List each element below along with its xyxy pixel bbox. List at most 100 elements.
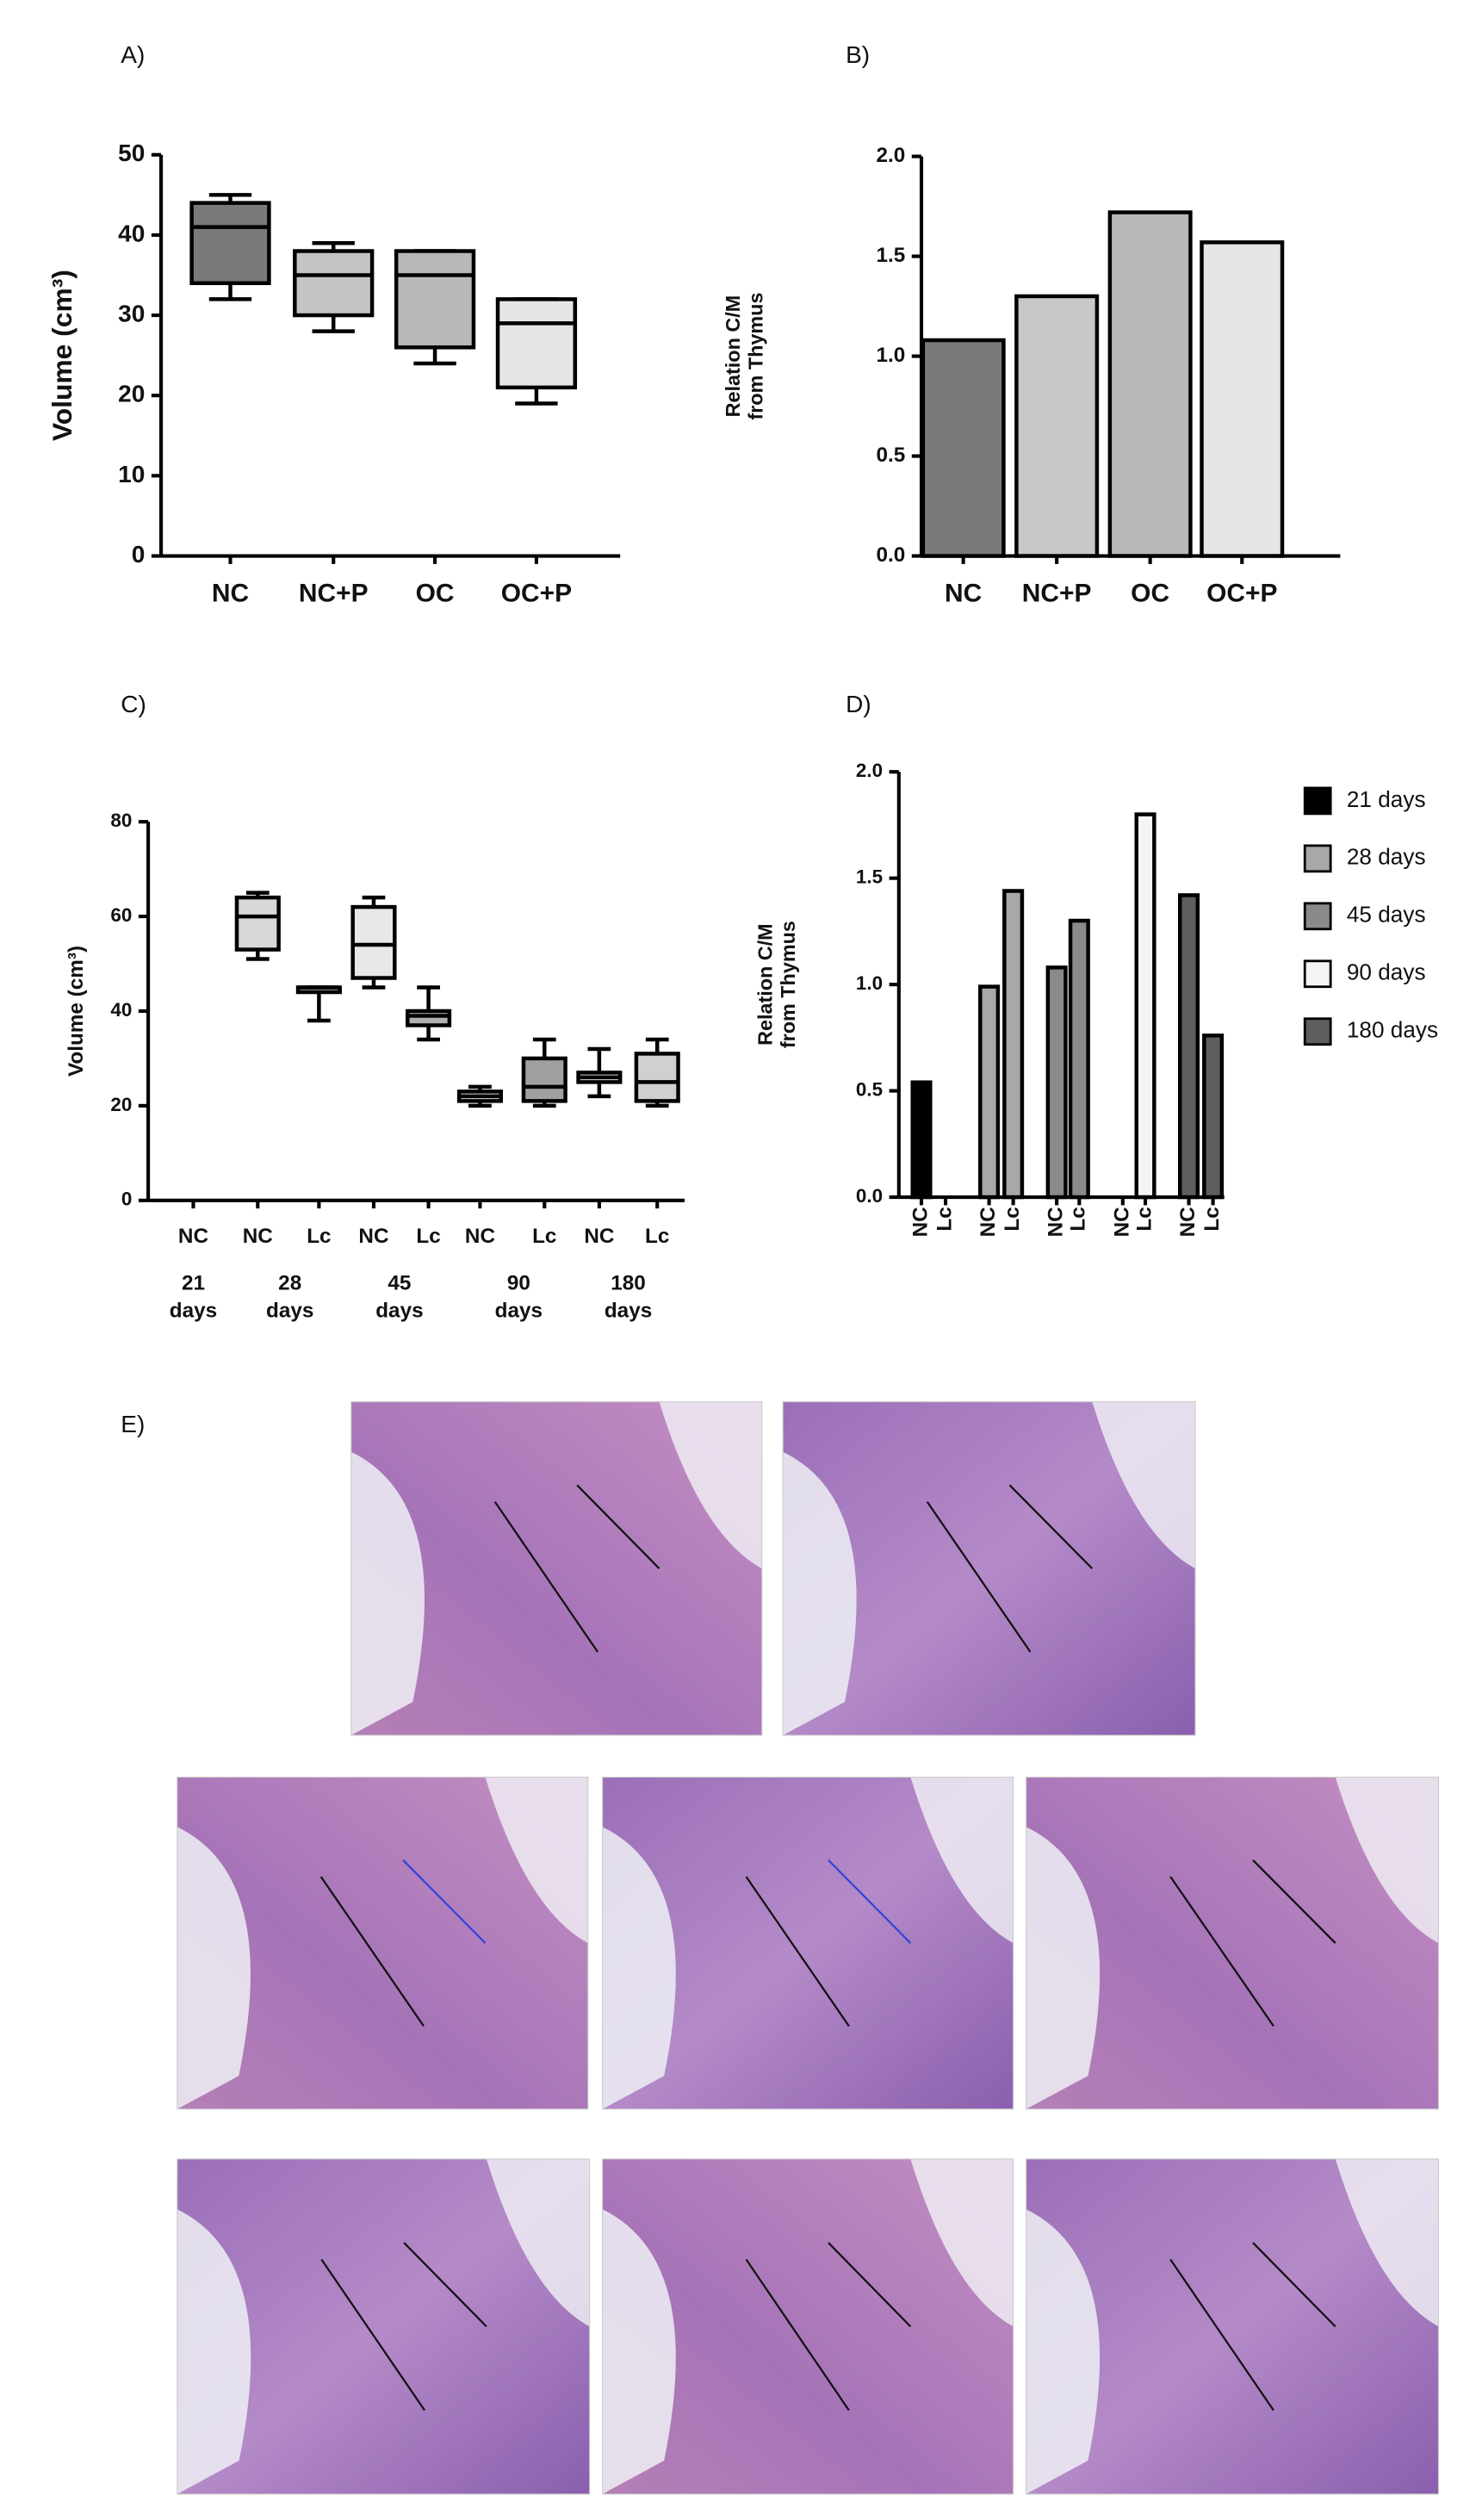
group-label: 180: [611, 1271, 646, 1294]
measure-line: [1169, 2258, 1274, 2411]
group-label: days: [266, 1299, 313, 1322]
y-axis-label: from Thymus: [777, 921, 799, 1048]
x-tick-label: Lc: [645, 1225, 669, 1248]
y-tick-label: 80: [110, 810, 132, 831]
y-axis-label: Volume (cm³): [47, 270, 78, 441]
bar: [1200, 240, 1285, 558]
connective-tissue: [485, 1777, 588, 1944]
bar: [978, 984, 1001, 1200]
connective-tissue: [659, 1401, 762, 1569]
measure-line: [1252, 1859, 1336, 1944]
panel-label: C): [121, 691, 146, 717]
legend-swatch: [1303, 844, 1332, 873]
connective-tissue: [1335, 2158, 1439, 2327]
y-tick-label: 20: [118, 381, 145, 407]
micrograph: [177, 1776, 589, 2110]
group-label: days: [375, 1299, 423, 1322]
x-tick-label: NC: [908, 1207, 932, 1237]
connective-tissue: [1026, 2209, 1101, 2494]
frame: [177, 1776, 589, 2110]
y-tick-label: 0: [121, 1189, 132, 1210]
measure-line: [745, 1876, 850, 2027]
x-tick-label: Lc: [532, 1225, 556, 1248]
y-tick-label: 20: [110, 1094, 132, 1115]
y-tick-label: 50: [118, 140, 145, 166]
measure-line: [926, 1501, 1032, 1653]
connective-tissue: [783, 1451, 857, 1735]
panel-label: D): [846, 691, 871, 717]
bar: [1107, 210, 1193, 558]
y-tick-label: 40: [118, 220, 145, 246]
panel-label: B): [846, 41, 870, 68]
bar: [1068, 918, 1090, 1200]
y-axis-label: from Thymus: [744, 293, 766, 420]
y-tick-label: 40: [110, 999, 132, 1021]
x-tick-label: NC: [358, 1225, 388, 1248]
bar: [1202, 1033, 1225, 1200]
y-tick-label: 10: [118, 461, 145, 487]
connective-tissue: [1092, 1401, 1196, 1569]
frame: [782, 1401, 1196, 1736]
legend-swatch: [1303, 902, 1332, 931]
frame: [1026, 2158, 1440, 2495]
measure-line: [319, 1876, 425, 2027]
x-tick-label: OC: [1131, 579, 1169, 607]
x-tick-label: Lc: [933, 1207, 956, 1231]
legend-label: 180 days: [1347, 1017, 1438, 1043]
measure-line: [745, 2258, 850, 2411]
measure-line: [493, 1501, 598, 1653]
bar: [1014, 294, 1100, 558]
connective-tissue: [910, 2158, 1014, 2327]
x-tick-label: NC+P: [1022, 579, 1092, 607]
micrograph: [350, 1401, 763, 1736]
x-tick-label: NC: [945, 579, 982, 607]
x-tick-label: NC: [178, 1225, 208, 1248]
x-tick-label: Lc: [1132, 1207, 1156, 1231]
frame: [177, 2158, 591, 2495]
x-tick-label: Lc: [1067, 1207, 1090, 1231]
y-tick-label: 60: [110, 904, 132, 926]
bar: [1002, 889, 1025, 1200]
measure-line: [403, 2242, 487, 2328]
micrograph: [177, 2158, 591, 2495]
frame: [350, 1401, 763, 1736]
measure-line: [402, 1859, 487, 1944]
connective-tissue: [910, 1777, 1014, 1944]
bar: [921, 338, 1006, 558]
group-label: days: [605, 1299, 652, 1322]
y-axis-label: Volume (cm³): [65, 946, 88, 1077]
box: [293, 249, 375, 318]
group-label: 28: [278, 1271, 301, 1294]
legend-swatch: [1303, 786, 1332, 816]
group-label: 45: [388, 1271, 411, 1294]
x-tick-label: NC+P: [299, 579, 369, 607]
y-tick-label: 1.5: [856, 866, 883, 888]
box: [521, 1056, 567, 1103]
legend-label: 28 days: [1347, 844, 1426, 870]
bar: [1045, 965, 1068, 1200]
frame: [1026, 1776, 1440, 2110]
box: [495, 297, 578, 390]
connective-tissue: [350, 1451, 425, 1735]
measure-line: [828, 2242, 912, 2328]
connective-tissue: [1335, 1777, 1439, 1944]
x-tick-label: NC: [1110, 1207, 1133, 1237]
measure-line: [1169, 1876, 1274, 2027]
bar: [1134, 812, 1156, 1200]
x-tick-label: NC: [584, 1225, 614, 1248]
x-tick-label: OC+P: [501, 579, 572, 607]
connective-tissue: [602, 2209, 676, 2494]
y-tick-label: 1.0: [856, 972, 883, 994]
legend-label: 90 days: [1347, 959, 1426, 985]
group-label: 90: [507, 1271, 530, 1294]
x-tick-label: Lc: [1001, 1207, 1024, 1231]
x-tick-label: Lc: [416, 1225, 440, 1248]
micrograph: [1026, 2158, 1440, 2495]
micrograph: [602, 2158, 1014, 2495]
frame: [602, 2158, 1014, 2495]
micrograph: [1026, 1776, 1440, 2110]
group-label: days: [495, 1299, 543, 1322]
box: [189, 201, 271, 286]
measure-line: [1252, 2242, 1336, 2328]
